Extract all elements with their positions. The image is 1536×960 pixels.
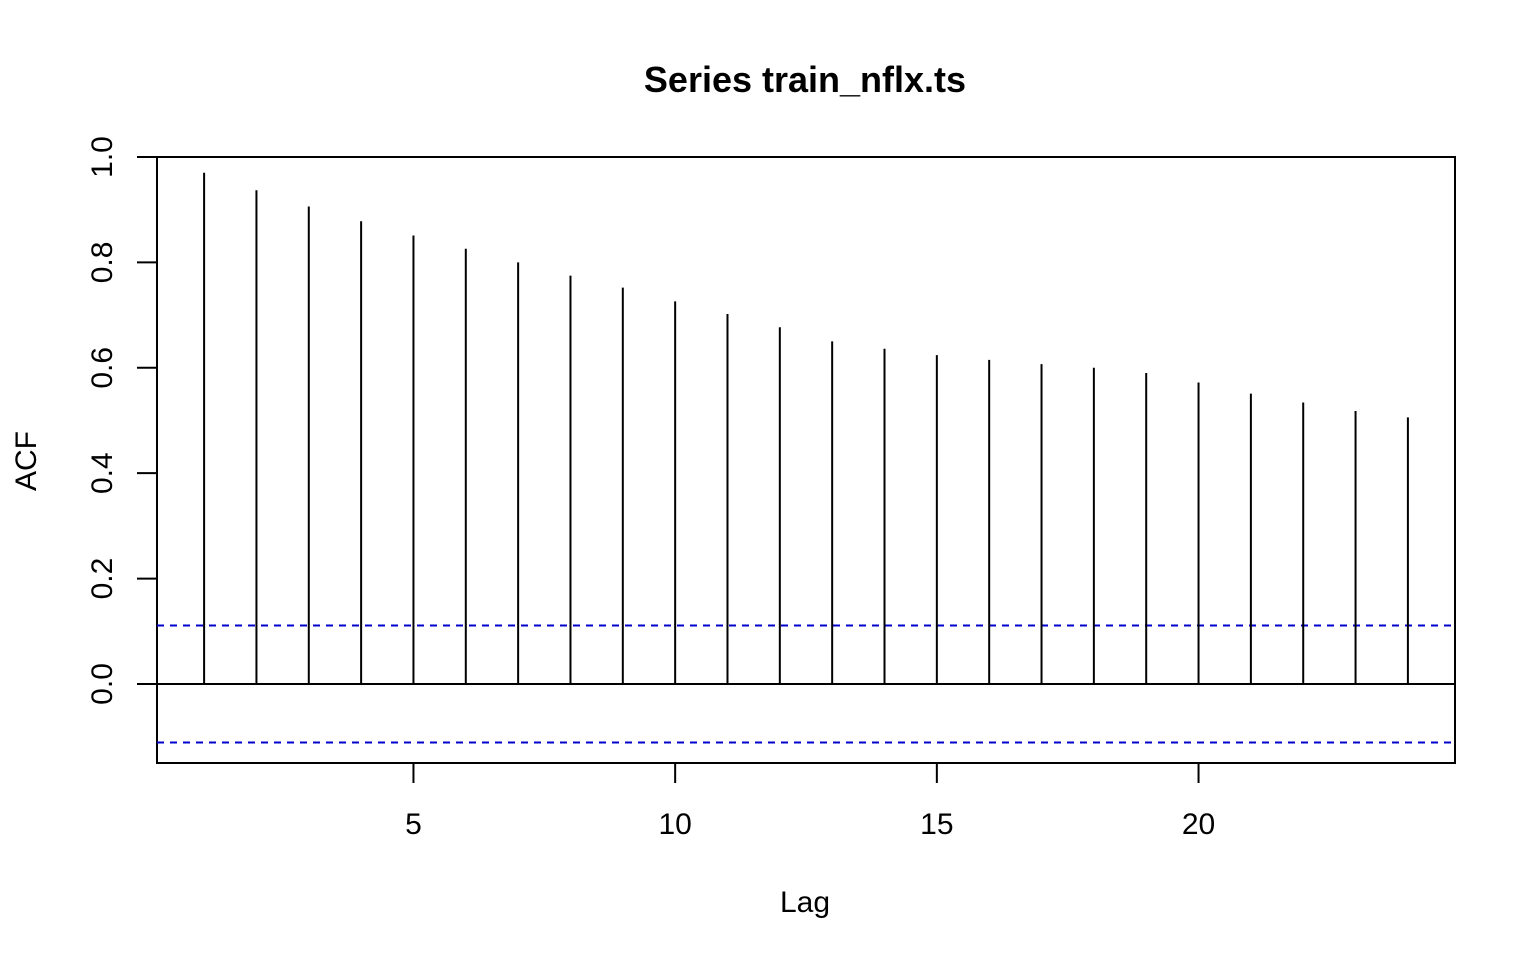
x-tick-label: 15	[920, 808, 953, 841]
x-axis-label: Lag	[780, 886, 830, 919]
x-axis: 5 10 15 20	[405, 762, 1215, 841]
y-axis-label: ACF	[10, 431, 43, 491]
y-axis: 0.0 0.2 0.4 0.6 0.8 1.0	[86, 136, 158, 705]
y-tick-label: 0.2	[86, 558, 119, 600]
y-tick-label: 0.0	[86, 663, 119, 705]
x-tick-label: 5	[405, 808, 422, 841]
y-tick-label: 0.6	[86, 347, 119, 389]
plot-frame	[156, 156, 1456, 764]
y-tick-label: 0.4	[86, 452, 119, 494]
y-tick-label: 1.0	[86, 136, 119, 178]
acf-marks	[157, 172, 1455, 744]
x-tick-label: 20	[1182, 808, 1215, 841]
chart-title: Series train_nflx.ts	[644, 59, 966, 100]
y-tick-label: 0.8	[86, 242, 119, 284]
x-tick-label: 10	[658, 808, 691, 841]
